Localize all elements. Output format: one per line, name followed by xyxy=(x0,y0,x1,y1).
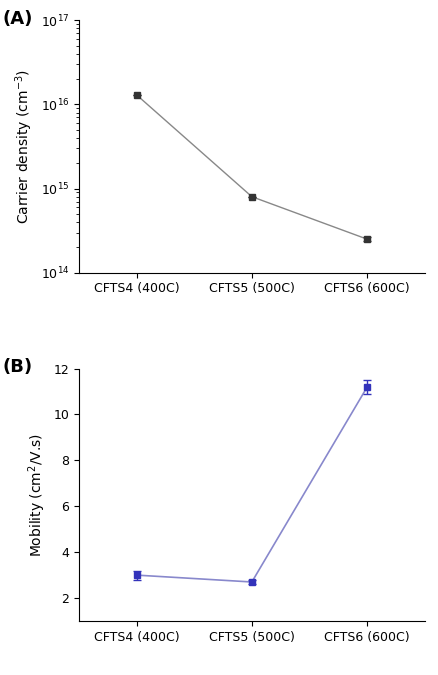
Y-axis label: Mobility (cm$^{2}$/V.s): Mobility (cm$^{2}$/V.s) xyxy=(26,433,48,557)
Text: (A): (A) xyxy=(3,10,33,28)
Text: (B): (B) xyxy=(3,358,33,377)
Y-axis label: Carrier density (cm$^{-3}$): Carrier density (cm$^{-3}$) xyxy=(14,69,35,224)
